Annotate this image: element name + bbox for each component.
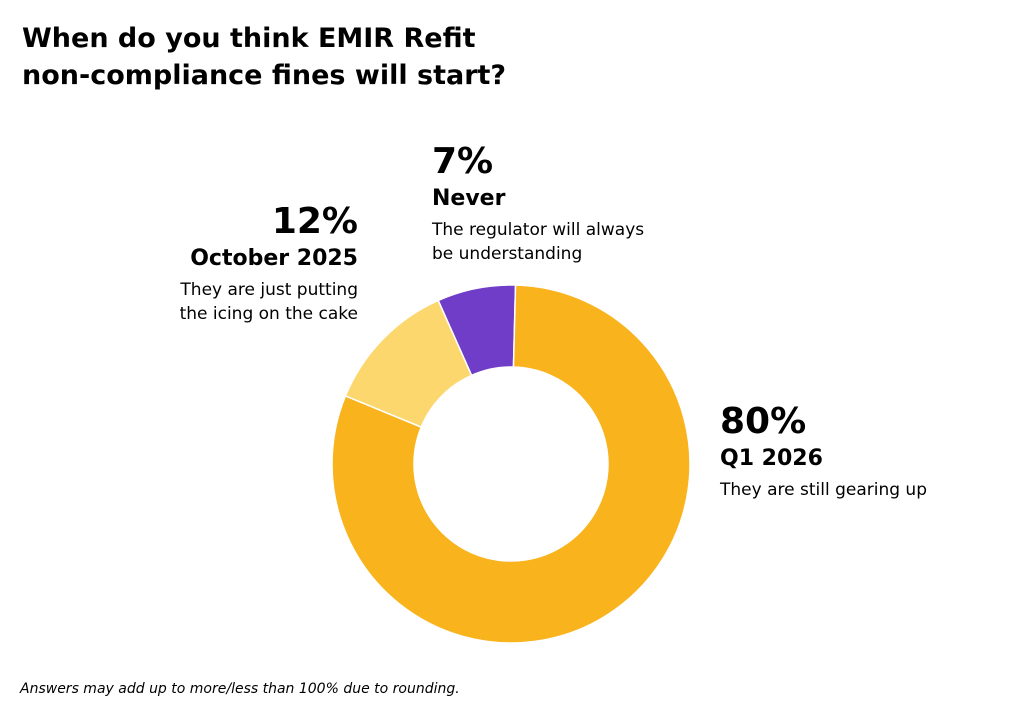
chart-title-line-1: When do you think EMIR Refit [22,23,476,54]
callout-q1-2026: 80% Q1 2026 They are still gearing up [720,400,927,502]
chart-title: When do you think EMIR Refit non-complia… [22,20,642,94]
callout-october-2025-label: October 2025 [190,246,358,271]
callout-october-2025-percent: 12% [271,201,358,242]
chart-title-line-2: non-compliance fines will start? [22,60,507,91]
callout-never-description: The regulator will always be understandi… [432,220,645,264]
callout-q1-2026-label: Q1 2026 [720,446,823,471]
callout-never-percent: 7% [432,141,494,182]
callout-never: 7% Never The regulator will always be un… [432,140,644,266]
callout-october-2025-description: They are just putting the icing on the c… [179,280,358,324]
donut-slice-oct [344,299,473,429]
callout-never-label: Never [432,186,506,211]
callout-q1-2026-percent: 80% [720,401,807,442]
footnote: Answers may add up to more/less than 100… [20,681,460,697]
callout-q1-2026-description: They are still gearing up [720,480,927,500]
donut-slice-q1 [331,284,691,644]
callout-october-2025: 12% October 2025 They are just putting t… [180,200,358,326]
